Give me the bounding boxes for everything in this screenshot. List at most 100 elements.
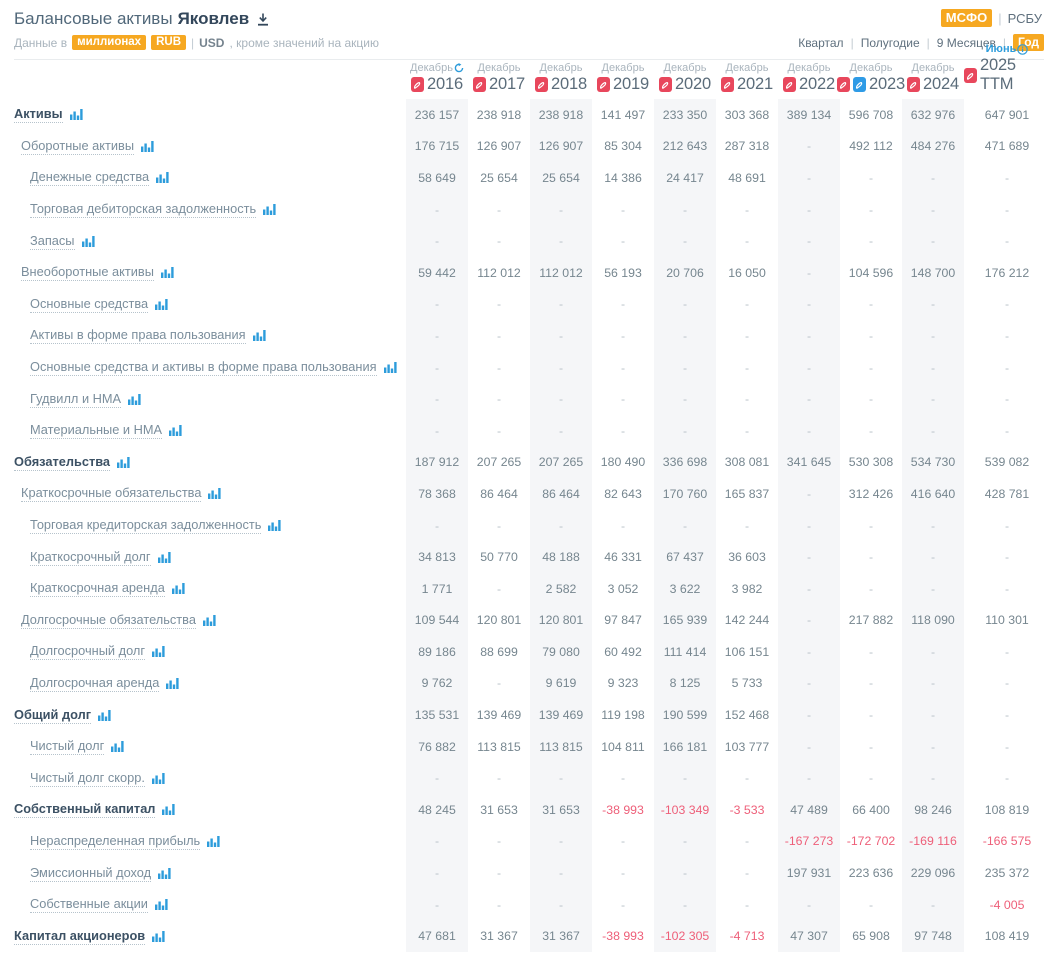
row-label[interactable]: Гудвилл и НМА (30, 390, 122, 408)
bar-chart-icon[interactable] (117, 456, 130, 468)
info-icon[interactable] (1017, 43, 1029, 55)
row-label[interactable]: Внеоборотные активы (21, 264, 154, 282)
pdf-red-icon[interactable] (659, 77, 673, 92)
report-download-link[interactable]: 2022 (783, 75, 835, 94)
pdf-red-icon[interactable] (721, 77, 735, 92)
value-cell: -3 533 (729, 802, 765, 817)
bar-chart-icon[interactable] (111, 741, 124, 753)
units-millions-toggle[interactable]: миллионах (72, 35, 147, 50)
pdf-red-icon[interactable] (535, 77, 549, 92)
bar-chart-icon[interactable] (252, 330, 266, 342)
row-label[interactable]: Запасы (30, 232, 75, 250)
row-label[interactable]: Эмиссионный доход (30, 864, 152, 882)
bar-chart-icon[interactable] (202, 614, 216, 626)
row-label[interactable]: Денежные средства (30, 169, 150, 187)
bar-chart-icon[interactable] (81, 235, 95, 247)
pdf-red-icon[interactable] (783, 77, 797, 92)
period-halfyear[interactable]: Полугодие (860, 35, 920, 50)
bar-chart-icon[interactable] (98, 709, 111, 721)
row-label[interactable]: Общий долг (14, 706, 92, 724)
row-label[interactable]: Торговая дебиторская задолженность (30, 201, 257, 219)
row-label[interactable]: Чистый долг (30, 738, 105, 756)
row-label[interactable]: Собственный капитал (14, 801, 156, 819)
bar-chart-icon[interactable] (151, 772, 165, 784)
row-label[interactable]: Краткосрочный долг (30, 548, 151, 566)
row-label[interactable]: Торговая кредиторская задолженность (30, 517, 262, 535)
row-label[interactable]: Капитал акционеров (14, 927, 146, 945)
bar-chart-icon[interactable] (141, 140, 154, 152)
report-download-link[interactable]: 2018 (535, 75, 587, 94)
row-label[interactable]: Краткосрочная аренда (30, 580, 165, 598)
pdf-red-icon[interactable] (473, 77, 487, 92)
bar-chart-icon[interactable] (171, 583, 185, 595)
pdf-red-icon[interactable] (964, 67, 977, 83)
pdf-blue-icon[interactable] (853, 77, 867, 92)
value-cell: - (406, 225, 468, 257)
report-download-link[interactable]: 2023 (837, 75, 905, 94)
value-cell: 89 186 (406, 636, 468, 668)
bar-chart-icon[interactable] (383, 362, 397, 374)
period-year-active[interactable]: Год (1013, 34, 1044, 51)
row-label[interactable]: Долгосрочный долг (30, 643, 146, 661)
value-cell: 166 181 (654, 730, 716, 763)
bar-chart-icon[interactable] (154, 899, 168, 911)
row-label[interactable]: Обязательства (14, 453, 111, 471)
refresh-icon[interactable] (454, 63, 464, 73)
download-icon[interactable] (257, 13, 269, 26)
row-label[interactable]: Активы в форме права пользования (30, 327, 246, 345)
value-cell: -102 305 (654, 920, 716, 953)
value-cell: - (744, 234, 750, 249)
pdf-red-icon[interactable] (411, 77, 425, 92)
bar-chart-icon[interactable] (160, 267, 174, 279)
bar-chart-icon[interactable] (166, 677, 179, 689)
row-label[interactable]: Краткосрочные обязательства (21, 485, 202, 503)
row-label[interactable]: Оборотные активы (21, 137, 135, 155)
bar-chart-icon[interactable] (155, 298, 168, 310)
pdf-red-icon[interactable] (837, 77, 851, 92)
row-label[interactable]: Основные средства и активы в форме права… (30, 359, 377, 377)
value-cell: 109 544 (406, 604, 468, 637)
bar-chart-icon[interactable] (69, 109, 83, 121)
standard-msfo-toggle[interactable]: МСФО (940, 9, 993, 27)
bar-chart-icon[interactable] (152, 646, 165, 658)
pdf-red-icon[interactable] (907, 77, 921, 92)
bar-chart-icon[interactable] (157, 551, 171, 563)
row-label[interactable]: Нераспределенная прибыль (30, 832, 201, 850)
value-cell: - (496, 518, 502, 533)
report-download-link[interactable]: 2024 (907, 75, 959, 94)
row-label[interactable]: Собственные акции (30, 896, 148, 914)
report-download-link[interactable]: 2025 TTM (964, 56, 1050, 94)
row-label[interactable]: Долгосрочные обязательства (21, 611, 196, 629)
value-cell: 104 811 (601, 739, 645, 754)
bar-chart-icon[interactable] (263, 204, 276, 216)
currency-rub-toggle[interactable]: RUB (151, 35, 187, 50)
bar-chart-icon[interactable] (128, 393, 141, 405)
report-download-link[interactable]: 2020 (659, 75, 711, 94)
value-cell: - (744, 328, 750, 343)
report-download-link[interactable]: 2019 (597, 75, 649, 94)
period-quarter[interactable]: Квартал (798, 35, 844, 50)
bar-chart-icon[interactable] (156, 172, 169, 184)
row-label[interactable]: Материальные и НМА (30, 422, 163, 440)
value-cell: 113 815 (477, 739, 521, 754)
bar-chart-icon[interactable] (169, 425, 182, 437)
row-label[interactable]: Долгосрочная аренда (30, 674, 160, 692)
period-9months[interactable]: 9 Месяцев (936, 35, 996, 50)
report-download-link[interactable]: 2021 (721, 75, 773, 94)
bar-chart-icon[interactable] (158, 867, 171, 879)
bar-chart-icon[interactable] (268, 520, 282, 532)
value-cell: - (496, 234, 502, 249)
row-label[interactable]: Чистый долг скорр. (30, 769, 145, 787)
pdf-red-icon[interactable] (597, 77, 611, 92)
currency-usd-toggle[interactable]: USD (199, 35, 225, 50)
row-label[interactable]: Основные средства (30, 295, 149, 313)
report-download-link[interactable]: 2017 (473, 75, 525, 94)
bar-chart-icon[interactable] (208, 488, 222, 500)
bar-chart-icon[interactable] (152, 930, 165, 942)
standard-rsbu-toggle[interactable]: РСБУ (1007, 10, 1042, 26)
row-label[interactable]: Активы (14, 106, 63, 124)
row-label-cell: Материальные и НМА (0, 415, 406, 447)
bar-chart-icon[interactable] (207, 835, 220, 847)
bar-chart-icon[interactable] (162, 804, 176, 816)
report-download-link[interactable]: 2016 (411, 75, 463, 94)
